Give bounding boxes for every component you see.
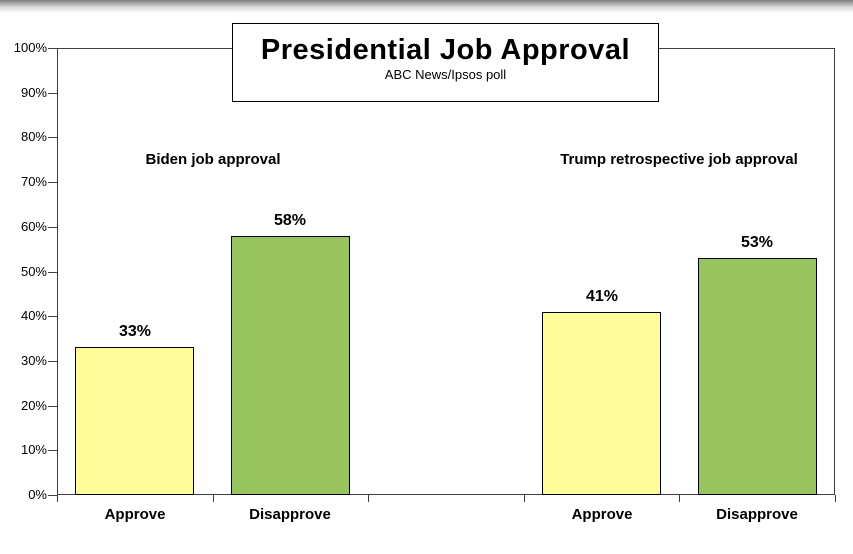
y-axis-tick-label: 50% [20,263,47,279]
y-axis-tick-label: 20% [20,397,47,413]
category-label-trump-disapprove: Disapprove [716,506,798,523]
y-axis-tick [48,272,57,273]
title-box: Presidential Job Approval ABC News/Ipsos… [232,23,659,102]
category-label-biden-approve: Approve [104,506,166,523]
chart-title: Presidential Job Approval [260,34,631,66]
y-axis-tick [48,93,57,94]
y-axis-tick-label: 30% [20,352,47,368]
y-axis-tick-label: 80% [20,129,47,145]
y-axis-tick [48,182,57,183]
y-axis-tick [48,48,57,49]
y-axis-tick-label: 10% [20,442,47,458]
bar-biden-approve [75,347,194,495]
y-axis-tick [48,450,57,451]
y-axis-tick [48,137,57,138]
y-axis-tick [48,227,57,228]
category-label-trump-approve: Approve [571,506,633,523]
y-axis-tick-label: 40% [20,308,47,324]
x-axis-tick [368,495,369,502]
y-axis-tick [48,316,57,317]
value-label-trump-disapprove: 53% [740,234,774,251]
y-axis-tick-label: 70% [20,174,47,190]
bar-trump-approve [542,312,661,495]
x-axis-tick [57,495,58,502]
x-axis-tick [835,495,836,502]
y-axis-tick [48,361,57,362]
bar-biden-disapprove [231,236,350,495]
y-axis-tick-label: 0% [28,487,47,502]
value-label-trump-approve: 41% [585,288,619,305]
x-axis-tick [213,495,214,502]
chart-subtitle: ABC News/Ipsos poll [384,67,507,82]
value-label-biden-approve: 33% [118,323,152,340]
category-label-biden-disapprove: Disapprove [249,506,331,523]
x-axis-tick [524,495,525,502]
window-top-edge [0,0,853,13]
y-axis-tick-label: 90% [20,84,47,100]
value-label-biden-disapprove: 58% [273,212,307,229]
group-label-trump: Trump retrospective job approval [560,151,798,168]
bar-trump-disapprove [698,258,817,495]
y-axis-tick-label: 60% [20,218,47,234]
y-axis-tick [48,495,57,496]
group-label-biden: Biden job approval [145,151,281,168]
y-axis-tick-label: 100% [13,40,47,55]
y-axis-tick [48,406,57,407]
x-axis-tick [679,495,680,502]
